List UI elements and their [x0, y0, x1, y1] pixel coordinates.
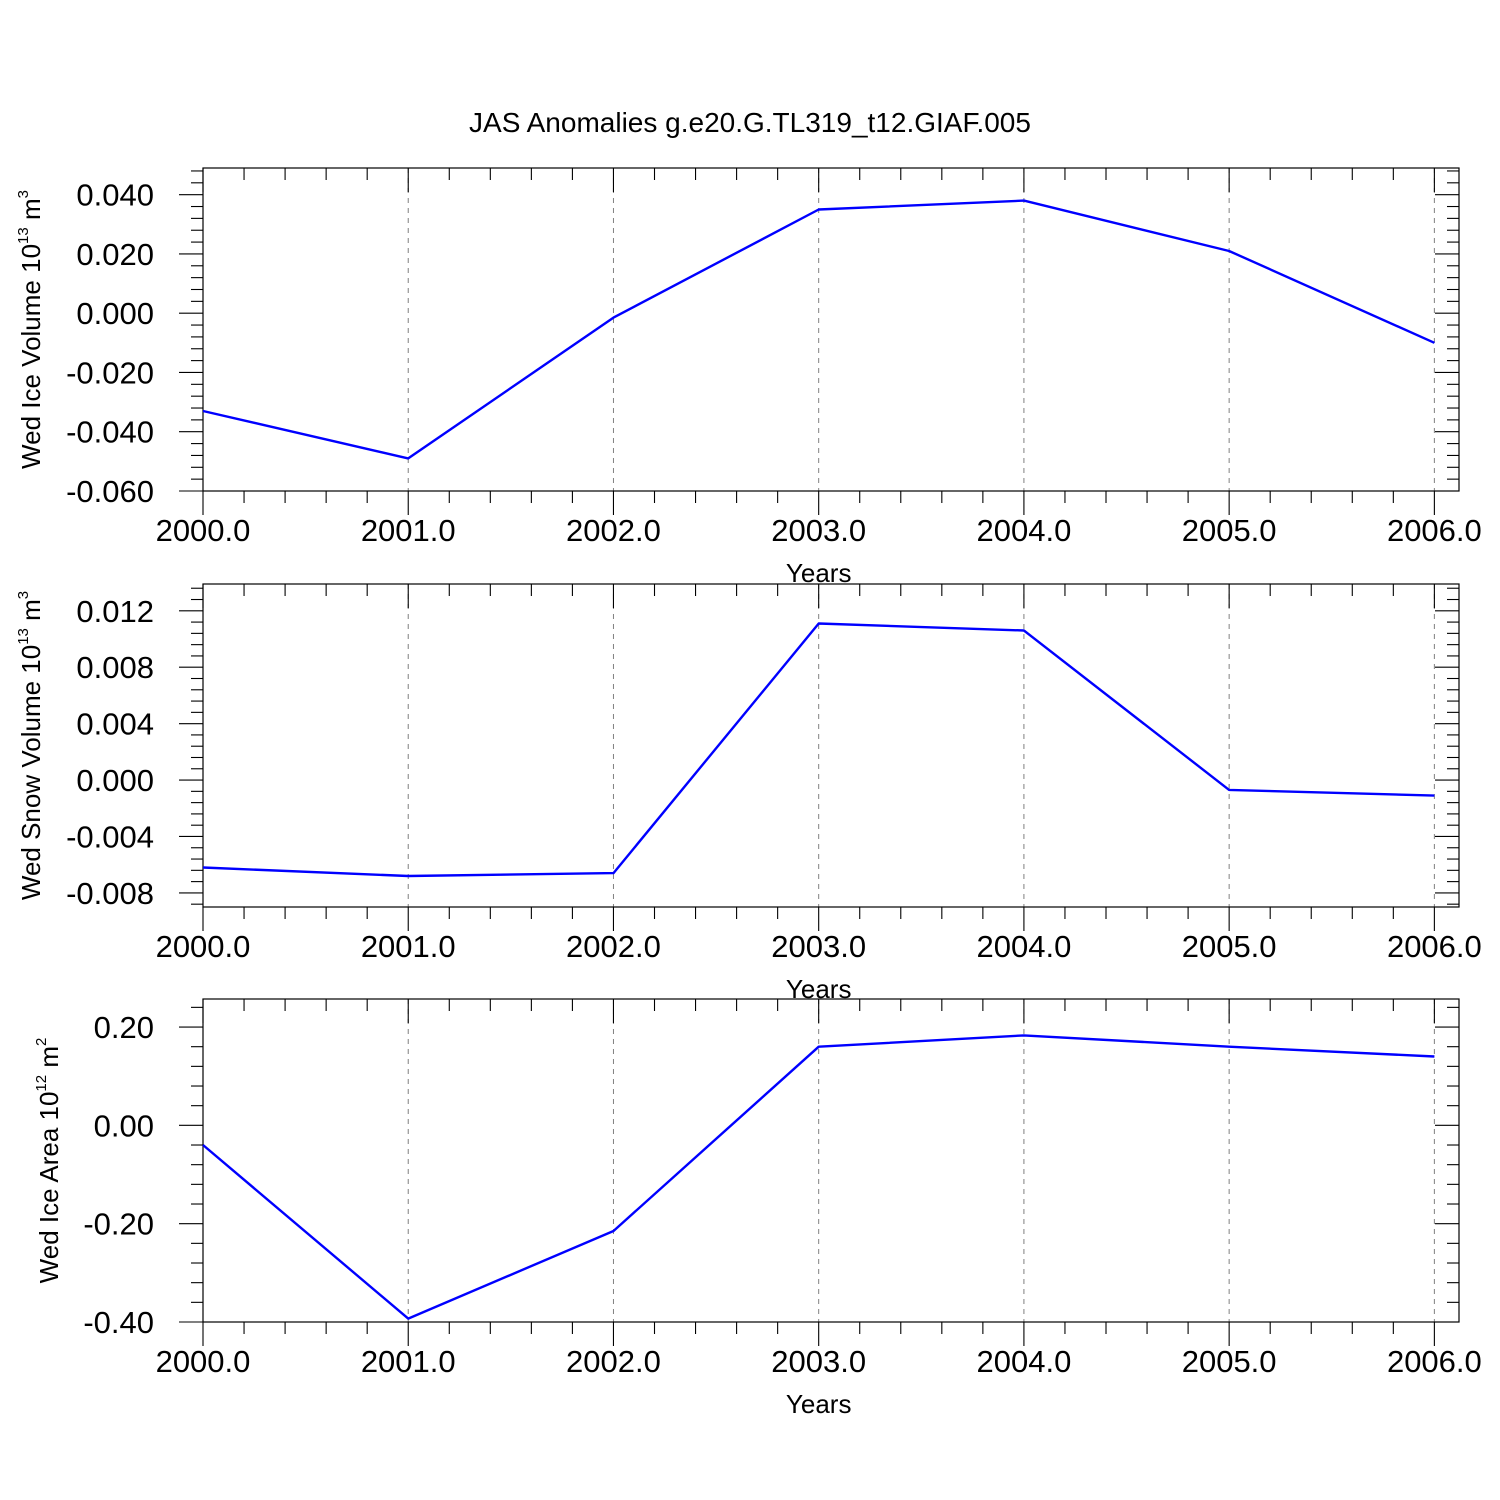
x-tick-label: 2003.0: [771, 1344, 866, 1379]
x-tick-label: 2004.0: [977, 1344, 1072, 1379]
series-line: [202, 1034, 1435, 1320]
x-axis-title: Years: [786, 558, 852, 588]
y-tick-label: 0.012: [76, 594, 154, 629]
x-tick-label: 2004.0: [977, 929, 1072, 964]
x-tick-label: 2000.0: [156, 513, 251, 548]
y-axis-title: Wed Snow Volume 1013 m3: [15, 591, 46, 900]
y-tick-label: 0.000: [76, 763, 154, 798]
plot-frame: [202, 583, 1460, 908]
x-tick-label: 2002.0: [566, 929, 661, 964]
y-tick-label: 0.040: [76, 178, 154, 213]
y-axis-title: Wed Ice Volume 1013 m3: [15, 190, 46, 469]
x-tick-label: 2001.0: [361, 513, 456, 548]
plot-frame: [202, 998, 1460, 1323]
x-axis-title: Years: [786, 1389, 852, 1419]
x-tick-label: 2003.0: [771, 929, 866, 964]
y-tick-label: -0.060: [66, 474, 154, 509]
y-tick-label: 0.20: [94, 1010, 154, 1045]
y-tick-label: -0.008: [66, 876, 154, 911]
plot-frame: [202, 167, 1460, 492]
x-tick-label: 2002.0: [566, 513, 661, 548]
figure-title: JAS Anomalies g.e20.G.TL319_t12.GIAF.005: [469, 107, 1031, 138]
x-tick-label: 2006.0: [1387, 1344, 1482, 1379]
x-tick-label: 2002.0: [566, 1344, 661, 1379]
x-tick-label: 2003.0: [771, 513, 866, 548]
y-tick-label: -0.040: [66, 415, 154, 450]
y-tick-label: -0.40: [83, 1305, 154, 1340]
panels: 2000.0 2001.0 2002.0 2003.0 2004.0 2005.0 2006…: [15, 167, 1482, 1419]
x-tick-label: 2000.0: [156, 929, 251, 964]
panel-3: 2000.0 2001.0 2002.0 2003.0 2004.0 2005.0 2006…: [33, 998, 1482, 1419]
panel-2: 2000.0 2001.0 2002.0 2003.0 2004.0 2005.0 2006…: [15, 583, 1482, 1004]
panel-1: 2000.0 2001.0 2002.0 2003.0 2004.0 2005.0 2006…: [15, 167, 1482, 588]
y-tick-label: 0.000: [76, 296, 154, 331]
y-tick-label: -0.020: [66, 355, 154, 390]
x-tick-label: 2006.0: [1387, 513, 1482, 548]
y-axis-title: Wed Ice Area 1012 m2: [33, 1038, 64, 1284]
x-tick-label: 2005.0: [1182, 1344, 1277, 1379]
x-tick-label: 2000.0: [156, 1344, 251, 1379]
y-tick-label: -0.004: [66, 819, 154, 854]
y-tick-label: 0.008: [76, 650, 154, 685]
x-tick-label: 2005.0: [1182, 929, 1277, 964]
y-tick-label: 0.004: [76, 707, 154, 742]
x-tick-label: 2006.0: [1387, 929, 1482, 964]
series-line: [202, 622, 1435, 878]
series-line: [202, 199, 1435, 460]
y-tick-label: 0.00: [94, 1108, 154, 1143]
y-tick-label: -0.20: [83, 1207, 154, 1242]
x-tick-label: 2001.0: [361, 1344, 456, 1379]
x-tick-label: 2001.0: [361, 929, 456, 964]
x-tick-label: 2004.0: [977, 513, 1072, 548]
x-tick-label: 2005.0: [1182, 513, 1277, 548]
y-tick-label: 0.020: [76, 237, 154, 272]
